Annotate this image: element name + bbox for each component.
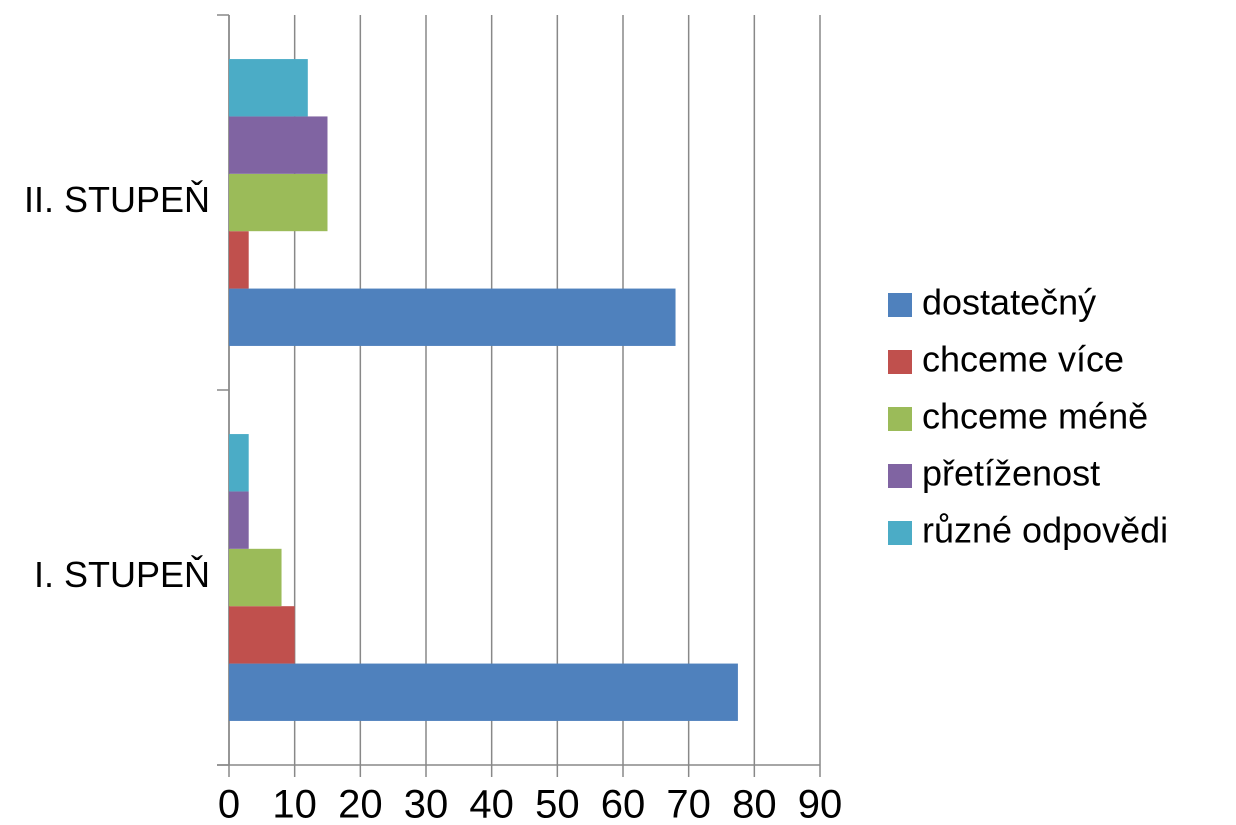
x-tick-label: 80 <box>732 783 777 825</box>
x-tick-label: 10 <box>272 783 317 825</box>
bar <box>229 116 328 174</box>
legend-label: chceme méně <box>922 396 1148 437</box>
x-tick-label: 60 <box>601 783 646 825</box>
legend-swatch <box>888 293 912 317</box>
bar <box>229 173 328 232</box>
legend-label: různé odpovědi <box>922 510 1168 551</box>
bar <box>229 606 295 664</box>
legend-label: chceme více <box>922 339 1124 380</box>
legend-swatch <box>888 464 912 488</box>
bar <box>229 288 676 346</box>
x-tick-label: 30 <box>404 783 449 825</box>
legend-label: přetíženost <box>922 453 1100 494</box>
x-tick-label: 70 <box>666 783 711 825</box>
y-tick-label: II. STUPEŇ <box>24 179 210 220</box>
x-tick-label: 20 <box>338 783 383 825</box>
x-tick-label: 90 <box>798 783 843 825</box>
bar <box>229 59 308 117</box>
bar <box>229 434 249 492</box>
legend-label: dostatečný <box>922 282 1096 323</box>
legend-swatch <box>888 521 912 545</box>
bar <box>229 491 249 549</box>
legend-swatch <box>888 350 912 374</box>
x-tick-label: 50 <box>535 783 580 825</box>
bar <box>229 548 282 607</box>
bar <box>229 663 738 721</box>
y-tick-label: I. STUPEŇ <box>34 554 210 595</box>
bar <box>229 231 249 289</box>
legend-swatch <box>888 407 912 431</box>
x-tick-label: 40 <box>469 783 514 825</box>
x-tick-label: 0 <box>218 783 240 825</box>
